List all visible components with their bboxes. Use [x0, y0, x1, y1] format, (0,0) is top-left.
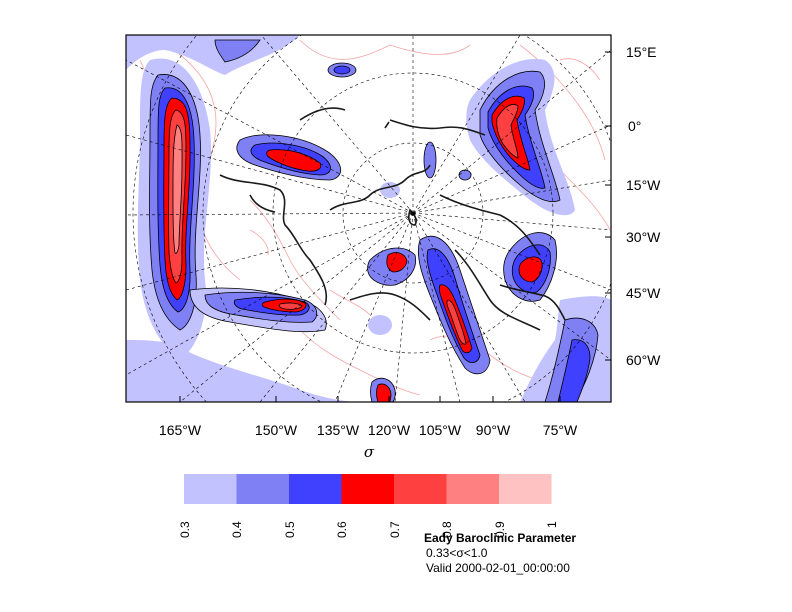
map-frame: [125, 34, 612, 403]
bottom-axis-variable: σ: [363, 443, 375, 461]
colorbar-tick-label: 0.6: [335, 521, 349, 538]
right-ticks: [605, 51, 611, 361]
bottom-axis-label: 135°W: [316, 422, 360, 438]
right-axis-label: 15°W: [626, 177, 661, 193]
graticule: [126, 35, 611, 402]
colorbar: [184, 474, 552, 504]
map-plot-area: [126, 35, 611, 402]
colorbar-swatch-1: [236, 474, 289, 504]
info-valid: Valid 2000-02-01_00:00:00: [426, 561, 570, 575]
colorbar-tick-label: 0.7: [388, 521, 402, 538]
info-range: 0.33<σ<1.0: [426, 546, 488, 560]
bottom-axis-label: 150°W: [254, 422, 298, 438]
right-axis-label: 60°W: [626, 352, 661, 368]
colorbar-swatch-0: [184, 474, 237, 504]
bottom-axis-label: 75°W: [542, 422, 578, 438]
coastlines-dark: [219, 107, 566, 331]
colorbar-tick-label: 0.4: [230, 521, 244, 538]
info-title: Eady Baroclinic Parameter: [424, 531, 577, 545]
bottom-axis-label: 165°W: [158, 422, 202, 438]
colorbar-swatch-4: [394, 474, 447, 504]
bottom-axis-label: 90°W: [475, 422, 511, 438]
colorbar-swatch-2: [289, 474, 342, 504]
right-axis-label: 30°W: [626, 229, 661, 245]
bottom-axis-label: 120°W: [367, 422, 411, 438]
colorbar-swatch-6: [499, 474, 552, 504]
colorbar-swatch-3: [341, 474, 394, 504]
colorbar-tick-label: 0.5: [283, 521, 297, 538]
colorbar-swatch-5: [446, 474, 499, 504]
right-axis-label: 45°W: [626, 285, 661, 301]
right-axis-label: 15°E: [626, 44, 657, 60]
eady-parameter-field: [126, 35, 611, 402]
info-block: Eady Baroclinic Parameter 0.33<σ<1.0 Val…: [422, 531, 576, 576]
colorbar-tick-label: 1: [545, 521, 559, 528]
colorbar-tick-label: 0.3: [178, 521, 192, 538]
right-axis-label: 0°: [628, 118, 642, 134]
bottom-ticks: [179, 396, 561, 402]
bottom-axis-label: 105°W: [418, 422, 462, 438]
